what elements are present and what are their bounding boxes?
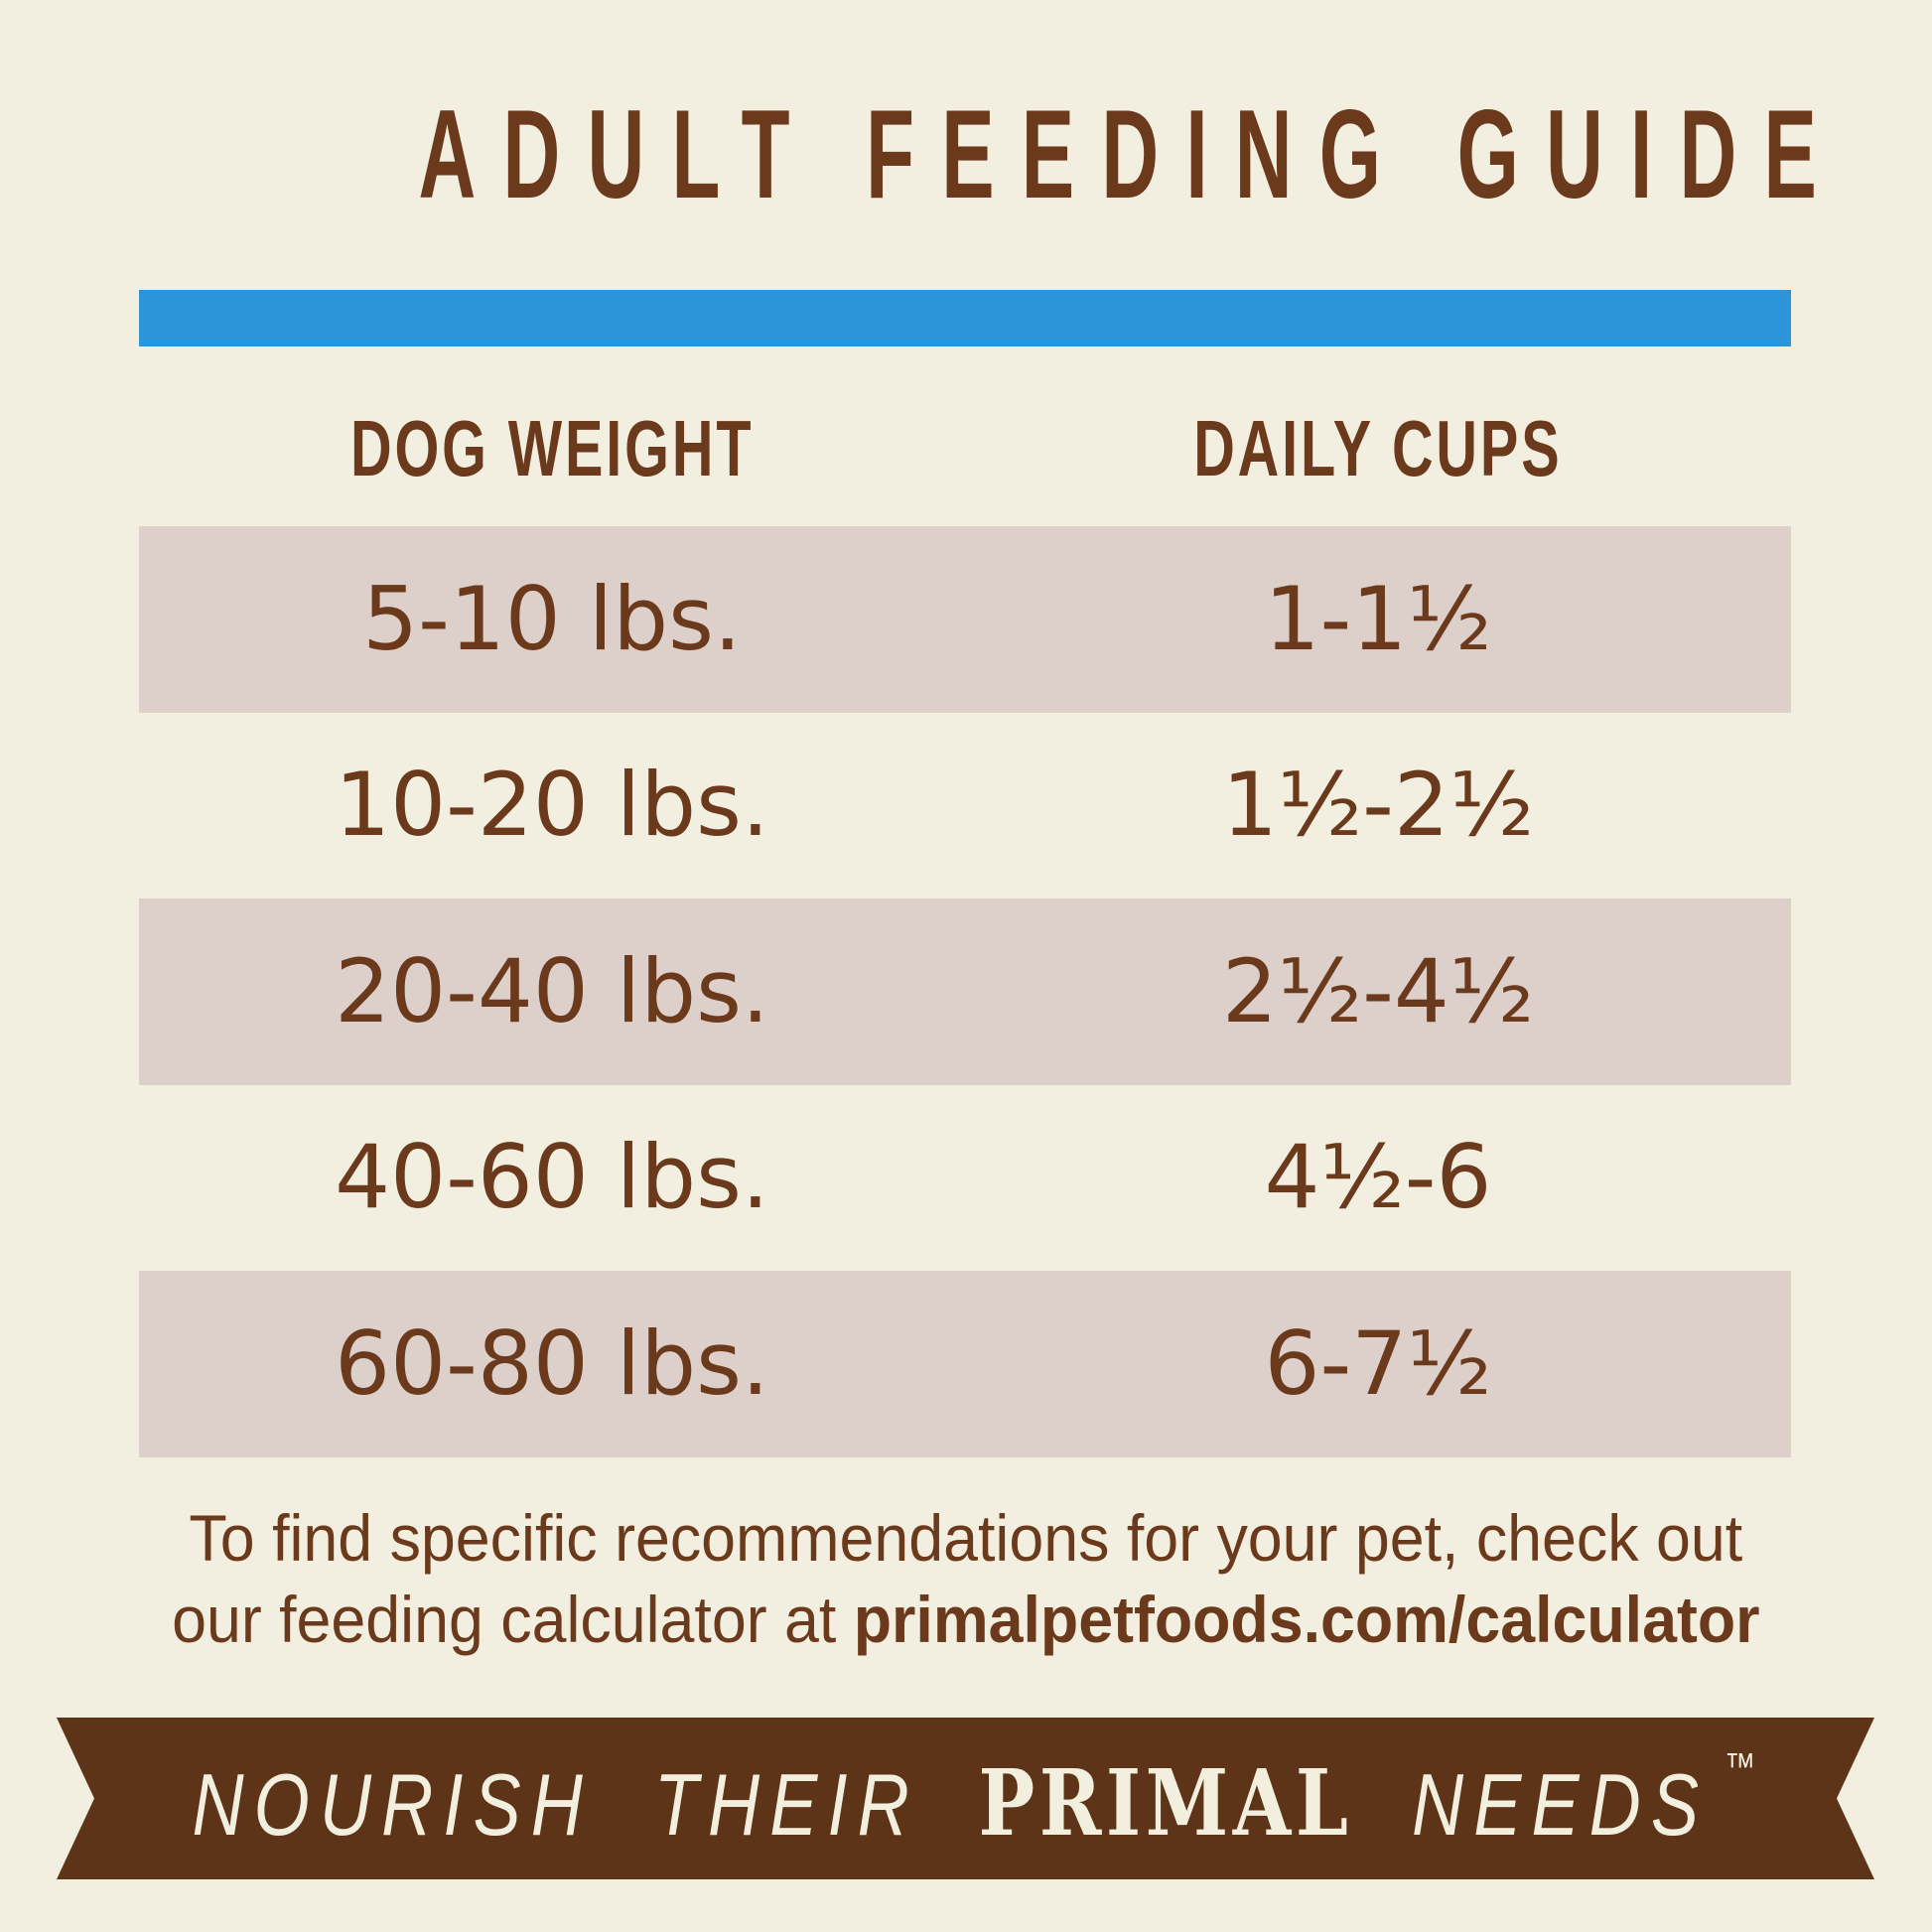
cups-cell: 2½-4½ [1221, 939, 1535, 1042]
cups-cell: 1½-2½ [1221, 754, 1535, 857]
ribbon-banner: NOURISH THEIR PRIMAL NEEDS ™ [57, 1718, 1874, 1879]
table-row: 40-60 lbs. 4½-6 [139, 1085, 1791, 1272]
ribbon-slogan: NOURISH THEIR PRIMAL NEEDS ™ [176, 1748, 1755, 1849]
calculator-url: primalpetfoods.com/calculator [853, 1583, 1760, 1656]
feeding-table: 5-10 lbs. 1-1½ 10-20 lbs. 1½-2½ 20-40 lb… [139, 526, 1791, 1457]
column-header-daily-cups: DAILY CUPS [1193, 404, 1563, 492]
page-title: ADULT FEEDING GUIDE [0, 91, 1932, 217]
weight-cell: 5-10 lbs. [362, 567, 742, 670]
table-row: 5-10 lbs. 1-1½ [139, 526, 1791, 713]
footer-note: To find specific recommendations for you… [0, 1497, 1932, 1660]
ribbon-word-their: THEIR [653, 1755, 919, 1854]
weight-cell: 10-20 lbs. [335, 754, 769, 857]
cups-cell: 4½-6 [1264, 1126, 1492, 1229]
table-row: 20-40 lbs. 2½-4½ [139, 898, 1791, 1085]
weight-cell: 40-60 lbs. [335, 1126, 769, 1229]
cups-cell: 6-7½ [1264, 1311, 1492, 1415]
ribbon-brand-primal: PRIMAL [978, 1749, 1353, 1857]
trademark-symbol: ™ [1724, 1746, 1755, 1788]
weight-cell: 60-80 lbs. [335, 1311, 769, 1415]
ribbon-word-nourish: NOURISH [192, 1755, 593, 1854]
footer-note-lines: To find specific recommendations for you… [172, 1497, 1759, 1660]
column-header-dog-weight: DOG WEIGHT [349, 404, 755, 492]
table-row: 60-80 lbs. 6-7½ [139, 1271, 1791, 1457]
page-title-text: ADULT FEEDING GUIDE [418, 83, 1845, 224]
footer-line2-prefix: our feeding calculator at [172, 1583, 854, 1656]
table-header: DOG WEIGHT DAILY CUPS [139, 409, 1791, 488]
ribbon-word-needs: NEEDS [1411, 1755, 1709, 1854]
weight-cell: 20-40 lbs. [335, 939, 769, 1042]
footer-line1: To find specific recommendations for you… [189, 1501, 1743, 1575]
table-row: 10-20 lbs. 1½-2½ [139, 713, 1791, 899]
divider-bar [139, 290, 1791, 346]
cups-cell: 1-1½ [1264, 567, 1492, 670]
